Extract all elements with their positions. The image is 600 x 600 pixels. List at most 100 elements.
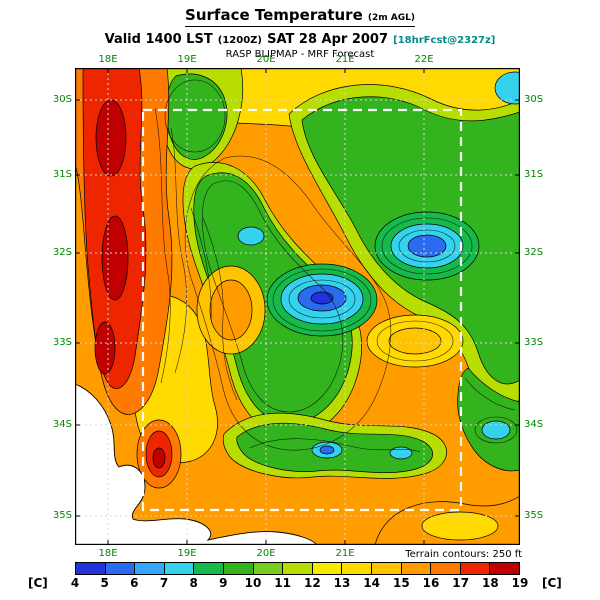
lat-tick-label: 35S: [524, 510, 544, 521]
colorbar-number: 13: [333, 576, 351, 590]
colorbar-cell-7-8: [163, 563, 194, 574]
lat-tick-label: 30S: [524, 94, 544, 105]
map-region-blue-northeast: [407, 234, 447, 258]
map-region-yellow-southeast: [421, 511, 499, 541]
colorbar-cell-8-9: [193, 563, 223, 574]
contour-valley-2: [190, 207, 212, 321]
lat-tick-label: 33S: [52, 337, 72, 348]
colorbar-cell-5-6: [104, 563, 135, 574]
colorbar-cell-9-10: [222, 563, 253, 574]
colorbar-cell-10-11: [252, 563, 283, 574]
colorbar-cell-18-19: [489, 563, 519, 574]
colorbar-number: 4: [70, 576, 80, 590]
colorbar-numbers: 4 5 6 7 8 9 10 11 12 13 14 15 16 17 18 19: [71, 576, 529, 591]
map-region-orange-valley: [209, 279, 253, 341]
lat-tick-label: 34S: [52, 419, 72, 430]
model-line: RASP BLIPMAP - MRF Forecast: [225, 49, 375, 61]
title-suffix: (2m AGL): [367, 13, 415, 23]
lat-tick-label: 31S: [52, 169, 72, 180]
lat-tick-label: 32S: [52, 247, 72, 258]
colorbar: [75, 562, 520, 575]
title-text: Surface Temperature: [185, 6, 363, 24]
colorbar-number: 10: [244, 576, 262, 590]
contour-west-1: [170, 127, 187, 374]
valid-date: SAT 28 Apr 2007: [267, 32, 389, 47]
colorbar-number: 6: [130, 576, 139, 590]
lon-tick-label: 19E: [177, 54, 197, 65]
lon-tick-label: 22E: [414, 54, 434, 65]
contour-west-2: [154, 107, 171, 384]
lat-tick-label: 33S: [524, 337, 544, 348]
contour-topleft-ring: [164, 79, 226, 153]
lon-tick-label: 19E: [177, 548, 197, 559]
valid-zulu: (1200Z): [217, 35, 263, 46]
colorbar-number: 17: [452, 576, 470, 590]
colorbar-number: 8: [189, 576, 198, 590]
colorbar-number: 14: [363, 576, 381, 590]
contour-ne-ring2: [381, 217, 473, 275]
lat-tick-label: 31S: [524, 169, 544, 180]
lon-tick-label: 18E: [98, 548, 118, 559]
colorbar-number: 15: [392, 576, 410, 590]
terrain-note: Terrain contours: 250 ft: [405, 549, 522, 560]
map-region-darkred-west-2: [101, 215, 129, 301]
header: Surface Temperature (2m AGL) Valid 1400 …: [0, 5, 600, 62]
map-plot: [75, 68, 520, 545]
colorbar-number: 18: [481, 576, 499, 590]
lat-tick-label: 32S: [524, 247, 544, 258]
valid-time: Valid 1400 LST: [104, 32, 213, 47]
lon-tick-label: 21E: [335, 54, 355, 65]
lon-tick-label: 20E: [256, 54, 276, 65]
contour-basin-ring: [376, 320, 454, 362]
colorbar-cell-16-17: [430, 563, 460, 574]
map-region-cyan-spot-east: [481, 420, 511, 440]
contour-valley-1: [202, 217, 238, 401]
lat-tick-label: 30S: [52, 94, 72, 105]
contour-east-1: [464, 377, 516, 411]
lat-tick-label: 34S: [524, 419, 544, 430]
contour-ne-ring1: [398, 229, 456, 263]
page-title: Surface Temperature (2m AGL): [185, 5, 415, 27]
map-border: [75, 68, 520, 545]
lat-tick-label: 35S: [52, 510, 72, 521]
contour-central-ring1: [288, 279, 356, 319]
colorbar-cell-6-7: [134, 563, 164, 574]
map-region-gold-basin: [388, 327, 442, 355]
colorbar-number: 16: [422, 576, 440, 590]
map-region-green-east-lower: [457, 367, 520, 472]
colorbar-number: 12: [303, 576, 321, 590]
colorbar-cell-12-13: [311, 563, 342, 574]
colorbar-number: 19: [511, 576, 529, 590]
valid-line: Valid 1400 LST (1200Z) SAT 28 Apr 2007 […: [0, 28, 600, 48]
contour-central-inner: [202, 180, 344, 413]
unit-label-left: [C]: [28, 576, 48, 590]
lon-tick-label: 21E: [335, 548, 355, 559]
temperature-map: [75, 68, 520, 545]
domain-box: [141, 108, 463, 512]
unit-label-right: [C]: [542, 576, 562, 590]
colorbar-cell-17-18: [459, 563, 490, 574]
contour-east-ring: [474, 416, 518, 444]
map-region-cyan-topright-corner: [494, 71, 520, 105]
colorbar-cell-13-14: [341, 563, 371, 574]
lon-tick-label: 20E: [256, 548, 276, 559]
map-region-darkred-cape: [152, 447, 166, 469]
map-region-darkred-west-1: [95, 99, 127, 177]
contour-central-ring2: [272, 268, 372, 332]
colorbar-cell-11-12: [282, 563, 312, 574]
map-region-cyan-spot-west: [237, 226, 265, 246]
colorbar-cell-14-15: [370, 563, 401, 574]
map-region-blue-south: [319, 445, 335, 455]
lon-tick-label: 18E: [98, 54, 118, 65]
map-region-cyan-south-2: [389, 446, 413, 460]
forecast-tag: [18hrFcst@2327z]: [393, 35, 496, 46]
colorbar-number: 7: [159, 576, 169, 590]
colorbar-number: 11: [274, 576, 292, 590]
map-region-darkred-west-3: [94, 321, 116, 375]
colorbar-cell-4-5: [76, 563, 105, 574]
colorbar-cell-15-16: [400, 563, 431, 574]
map-region-ocean: [75, 383, 318, 545]
contour-outer: [184, 155, 392, 451]
colorbar-number: 9: [219, 576, 228, 590]
